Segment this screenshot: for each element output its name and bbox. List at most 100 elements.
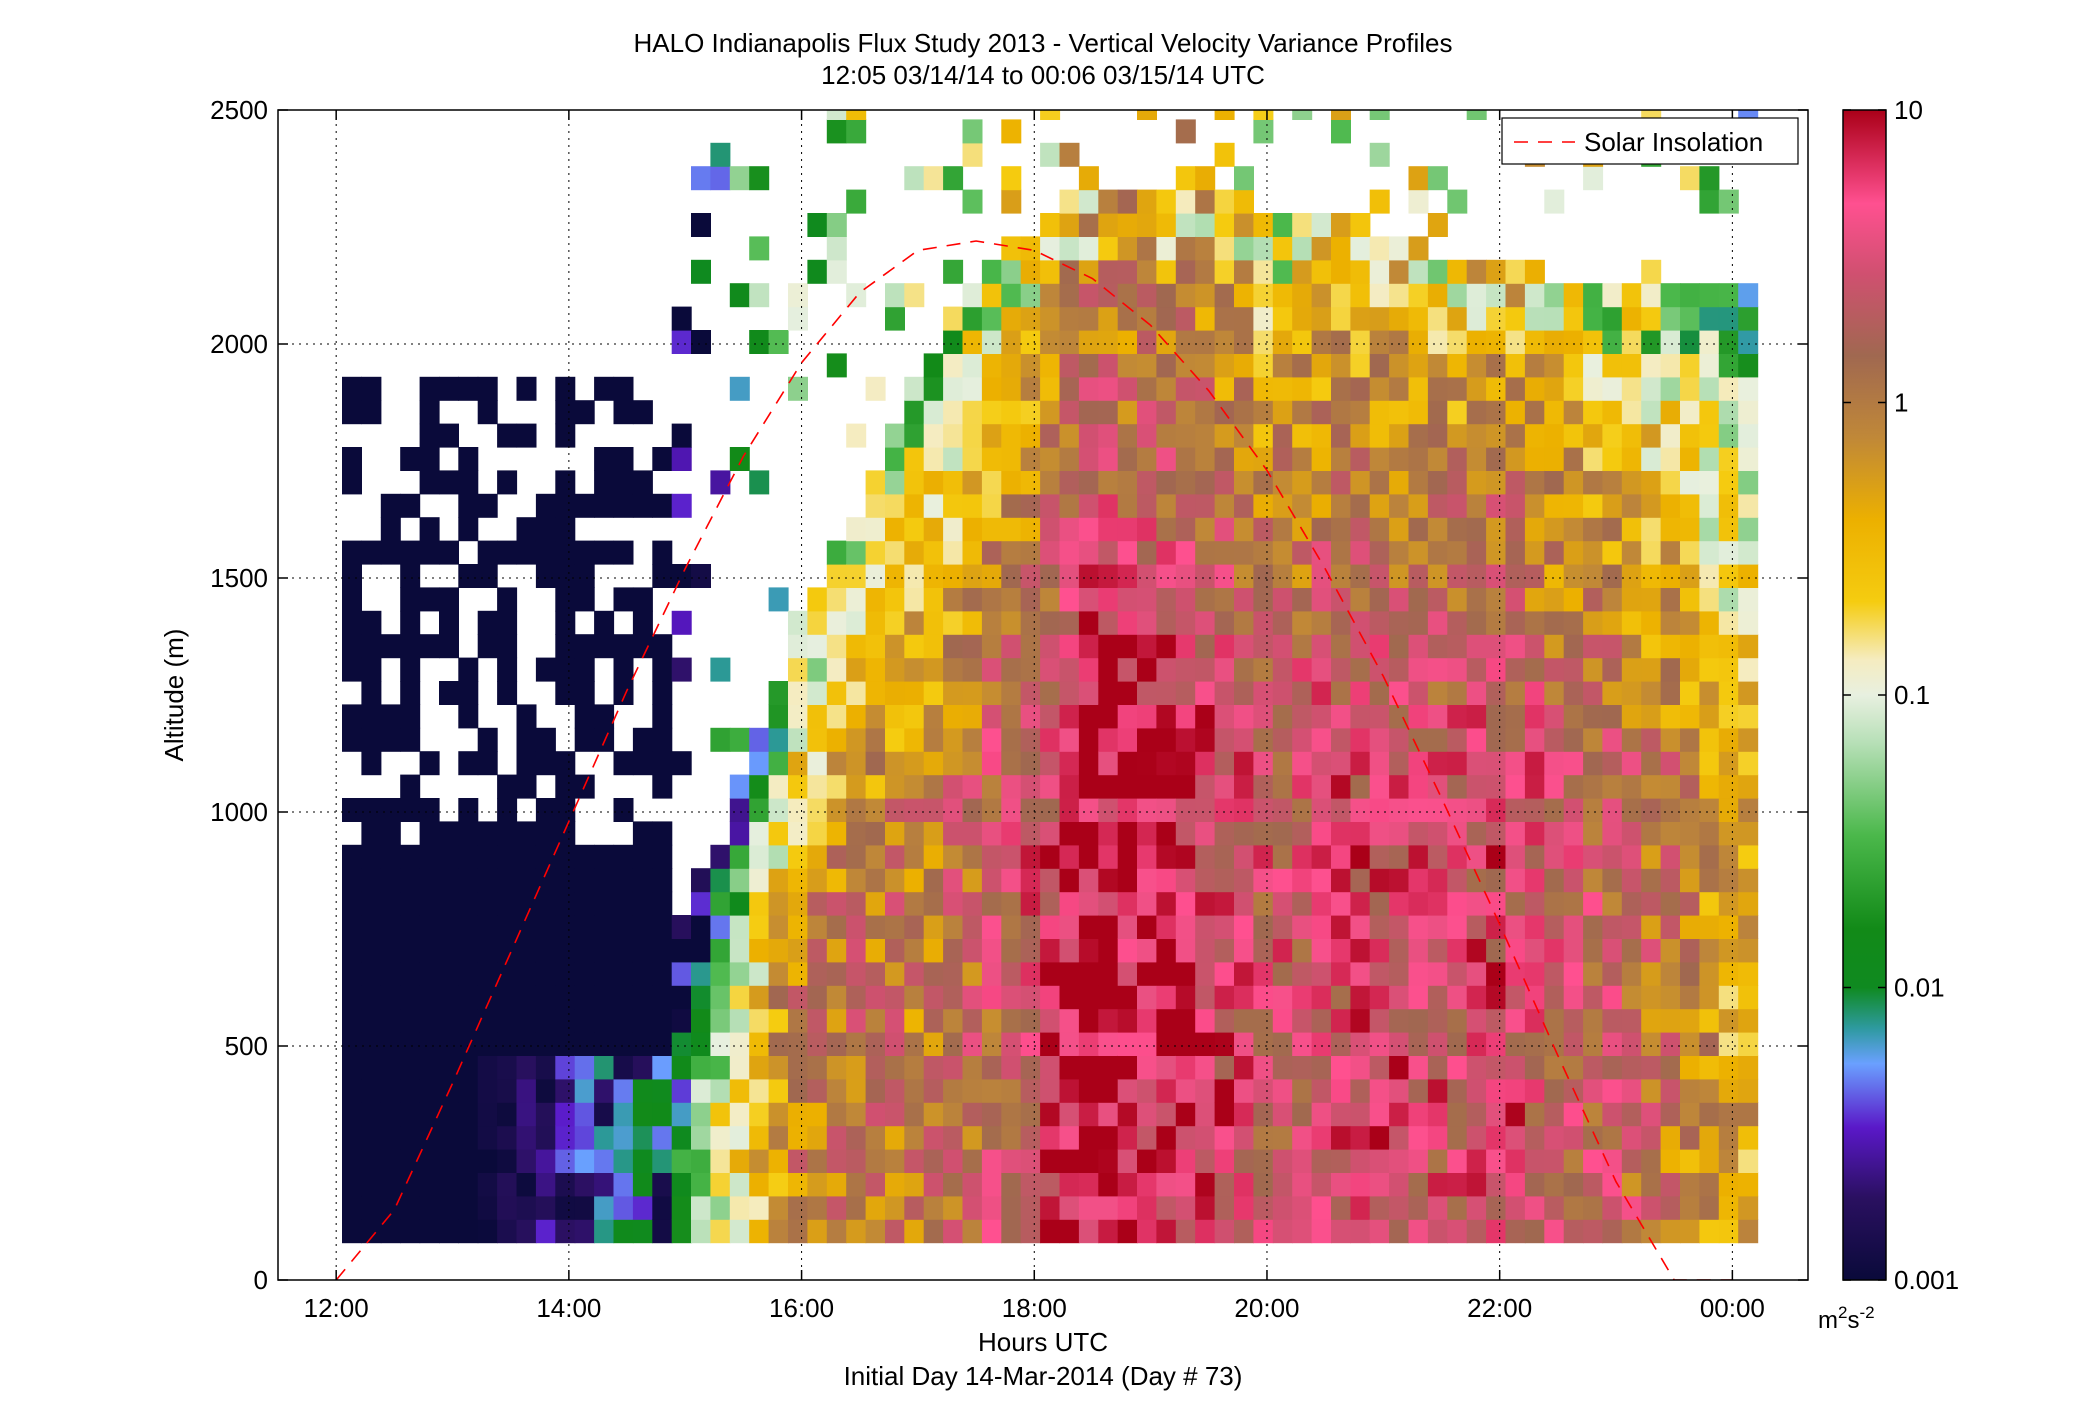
heatmap-cell xyxy=(594,985,615,1010)
heatmap-cell xyxy=(1311,1172,1332,1197)
heatmap-cell xyxy=(1524,657,1545,682)
heatmap-cell xyxy=(846,985,867,1010)
heatmap-cell xyxy=(1621,376,1642,401)
heatmap-cell xyxy=(1544,657,1565,682)
heatmap-cell xyxy=(1078,259,1099,284)
heatmap-cell xyxy=(1466,447,1487,471)
heatmap-cell xyxy=(1680,1219,1700,1244)
heatmap-cell xyxy=(535,751,556,776)
heatmap-cell xyxy=(1272,751,1293,776)
heatmap-cell xyxy=(1466,1055,1487,1080)
heatmap-cell xyxy=(1350,306,1371,331)
heatmap-cell xyxy=(1447,1102,1468,1127)
heatmap-cell xyxy=(691,564,711,588)
heatmap-cell xyxy=(497,1032,518,1056)
heatmap-cell xyxy=(1078,915,1099,939)
heatmap-cell xyxy=(574,868,595,893)
heatmap-cell xyxy=(1718,891,1739,916)
heatmap-cell xyxy=(516,376,537,401)
heatmap-cell xyxy=(865,821,886,846)
heatmap-cell xyxy=(1563,1032,1584,1056)
heatmap-cell xyxy=(749,1055,770,1080)
heatmap-cell xyxy=(1718,1032,1739,1056)
heatmap-cell xyxy=(1253,517,1274,542)
heatmap-cell xyxy=(1001,821,1022,846)
heatmap-cell xyxy=(1331,961,1351,986)
heatmap-cell xyxy=(1350,844,1371,869)
heatmap-cell xyxy=(1621,540,1642,565)
heatmap-cell xyxy=(1175,1219,1196,1244)
heatmap-cell xyxy=(962,798,983,822)
heatmap-cell xyxy=(1078,213,1099,237)
heatmap-cell xyxy=(1078,1078,1099,1103)
heatmap-cell xyxy=(885,1219,905,1244)
heatmap-cell xyxy=(1738,961,1759,986)
heatmap-cell xyxy=(749,470,770,495)
heatmap-cell xyxy=(1001,1219,1022,1244)
heatmap-cell xyxy=(652,1078,673,1103)
heatmap-cell xyxy=(439,470,459,495)
heatmap-cell xyxy=(1156,540,1177,565)
colorbar-tick-label: 0.1 xyxy=(1894,680,1930,710)
heatmap-cell xyxy=(729,1078,750,1103)
heatmap-cell xyxy=(1621,493,1642,518)
heatmap-cell xyxy=(885,564,905,588)
heatmap-cell xyxy=(865,727,886,752)
heatmap-cell xyxy=(885,798,905,822)
heatmap-cell xyxy=(1486,985,1507,1010)
heatmap-cell xyxy=(342,1032,362,1056)
heatmap-cell xyxy=(865,1078,886,1103)
heatmap-cell xyxy=(1040,142,1061,167)
heatmap-cell xyxy=(632,587,653,612)
heatmap-cell xyxy=(1447,681,1468,705)
heatmap-cell xyxy=(1583,1149,1604,1173)
heatmap-cell xyxy=(497,821,518,846)
heatmap-cell xyxy=(1486,821,1507,846)
heatmap-cell xyxy=(477,1219,498,1244)
heatmap-cell xyxy=(1078,376,1099,401)
heatmap-cell xyxy=(691,1008,711,1033)
heatmap-cell xyxy=(1350,1032,1371,1056)
heatmap-cell xyxy=(1660,1055,1681,1080)
heatmap-cell xyxy=(535,868,556,893)
heatmap-cell xyxy=(1466,681,1487,705)
heatmap-cell xyxy=(1059,142,1080,167)
heatmap-cell xyxy=(1621,306,1642,331)
heatmap-cell xyxy=(555,1102,576,1127)
heatmap-cell xyxy=(943,587,964,612)
heatmap-cell xyxy=(1040,283,1061,308)
heatmap-cell xyxy=(1680,891,1700,916)
heatmap-cell xyxy=(380,704,401,729)
heatmap-cell xyxy=(1098,915,1119,939)
heatmap-cell xyxy=(1369,587,1390,612)
heatmap-cell xyxy=(477,564,498,588)
heatmap-cell xyxy=(826,1219,847,1244)
heatmap-cell xyxy=(846,751,867,776)
heatmap-cell xyxy=(923,891,944,916)
heatmap-cell xyxy=(1137,283,1157,308)
heatmap-cell xyxy=(1137,1125,1157,1150)
heatmap-cell xyxy=(497,657,518,682)
heatmap-cell xyxy=(962,657,983,682)
heatmap-cell xyxy=(1175,1032,1196,1056)
heatmap-cell xyxy=(962,564,983,588)
heatmap-cell xyxy=(904,166,925,191)
heatmap-cell xyxy=(497,1172,518,1197)
heatmap-cell xyxy=(419,821,440,846)
heatmap-cell xyxy=(1040,961,1061,986)
heatmap-cell xyxy=(1486,283,1507,308)
heatmap-cell xyxy=(1214,961,1235,986)
heatmap-cell xyxy=(1466,634,1487,659)
heatmap-cell xyxy=(419,751,440,776)
heatmap-cell xyxy=(1098,259,1119,284)
heatmap-cell xyxy=(885,1008,905,1033)
heatmap-cell xyxy=(1214,423,1235,448)
heatmap-cell xyxy=(1602,517,1623,542)
heatmap-cell xyxy=(1738,657,1759,682)
heatmap-cell xyxy=(981,985,1002,1010)
heatmap-cell xyxy=(1117,213,1138,237)
heatmap-cell xyxy=(1621,891,1642,916)
heatmap-cell xyxy=(1738,470,1759,495)
heatmap-cell xyxy=(1486,306,1507,331)
heatmap-cell xyxy=(1195,821,1216,846)
